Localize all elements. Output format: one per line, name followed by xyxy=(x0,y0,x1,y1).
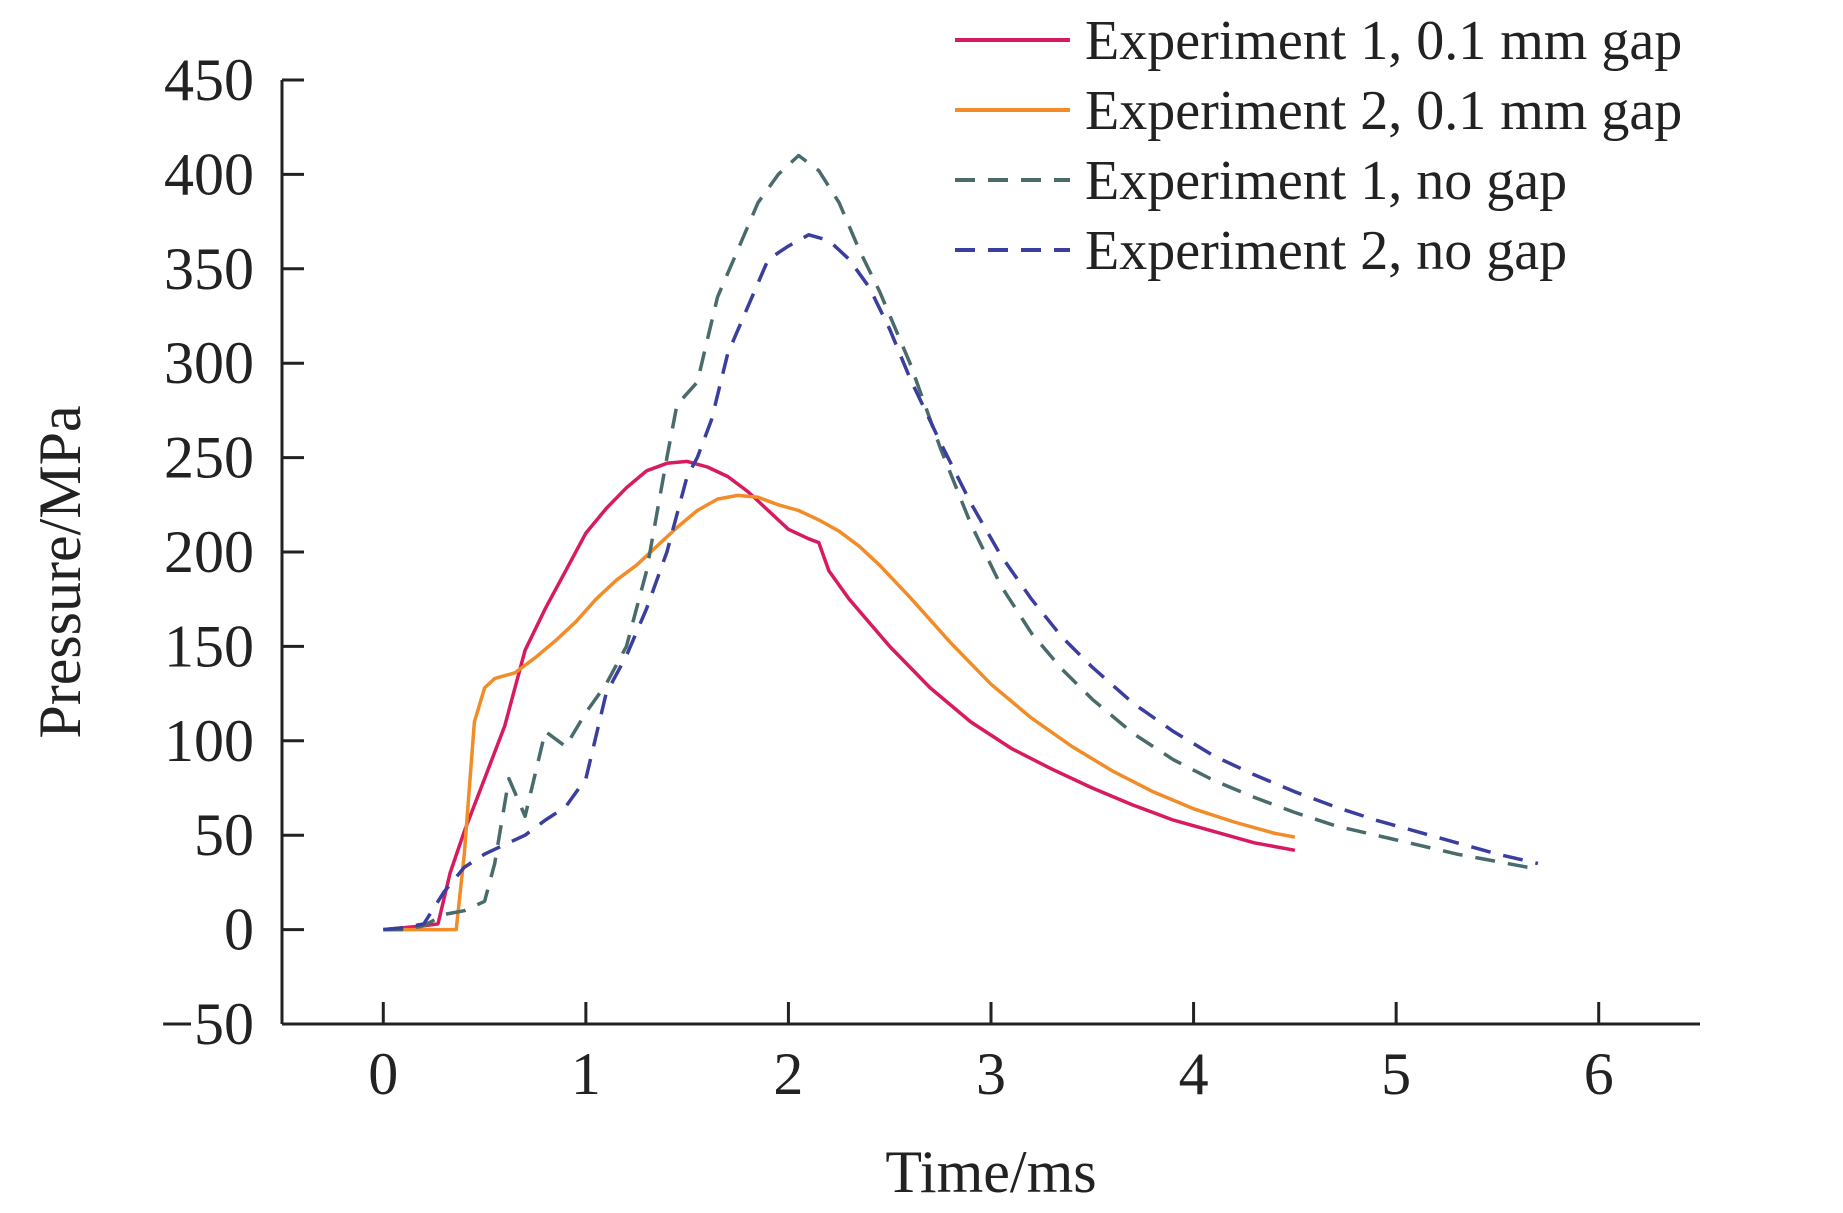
x-tick-label: 2 xyxy=(773,1041,803,1107)
series-line-2 xyxy=(383,493,1296,932)
y-axis-title: Pressure/MPa xyxy=(27,405,93,738)
x-axis-title: Time/ms xyxy=(885,1139,1096,1205)
legend-label: Experiment 1, 0.1 mm gap xyxy=(1085,10,1682,72)
x-tick-label: 5 xyxy=(1381,1041,1411,1107)
y-tick-label: 300 xyxy=(164,330,254,396)
legend: Experiment 1, 0.1 mm gap Experiment 2, 0.… xyxy=(955,10,1682,282)
y-tick-label: 0 xyxy=(224,897,254,963)
x-tick-label: 4 xyxy=(1179,1041,1209,1107)
x-ticks: 0 1 2 3 4 5 6 xyxy=(368,1002,1614,1107)
y-tick-label: 50 xyxy=(194,802,254,868)
x-tick-label: 3 xyxy=(976,1041,1006,1107)
y-tick-label: 250 xyxy=(164,425,254,491)
series-group xyxy=(383,153,1539,932)
series-line-1 xyxy=(383,459,1296,932)
x-tick-label: 1 xyxy=(571,1041,601,1107)
y-tick-label: −50 xyxy=(160,991,254,1057)
y-tick-label: 450 xyxy=(164,47,254,113)
y-tick-label: 200 xyxy=(164,519,254,585)
series-line-4 xyxy=(383,233,1539,932)
x-tick-label: 6 xyxy=(1584,1041,1614,1107)
y-tick-label: 150 xyxy=(164,613,254,679)
y-ticks: −50 0 50 100 150 200 250 300 350 400 450 xyxy=(160,47,304,1057)
legend-label: Experiment 2, no gap xyxy=(1085,220,1567,282)
legend-label: Experiment 2, 0.1 mm gap xyxy=(1085,80,1682,142)
x-tick-label: 0 xyxy=(368,1041,398,1107)
series-line-3 xyxy=(383,153,1539,932)
y-tick-label: 350 xyxy=(164,236,254,302)
y-tick-label: 400 xyxy=(164,141,254,207)
legend-label: Experiment 1, no gap xyxy=(1085,150,1567,212)
y-tick-label: 100 xyxy=(164,708,254,774)
